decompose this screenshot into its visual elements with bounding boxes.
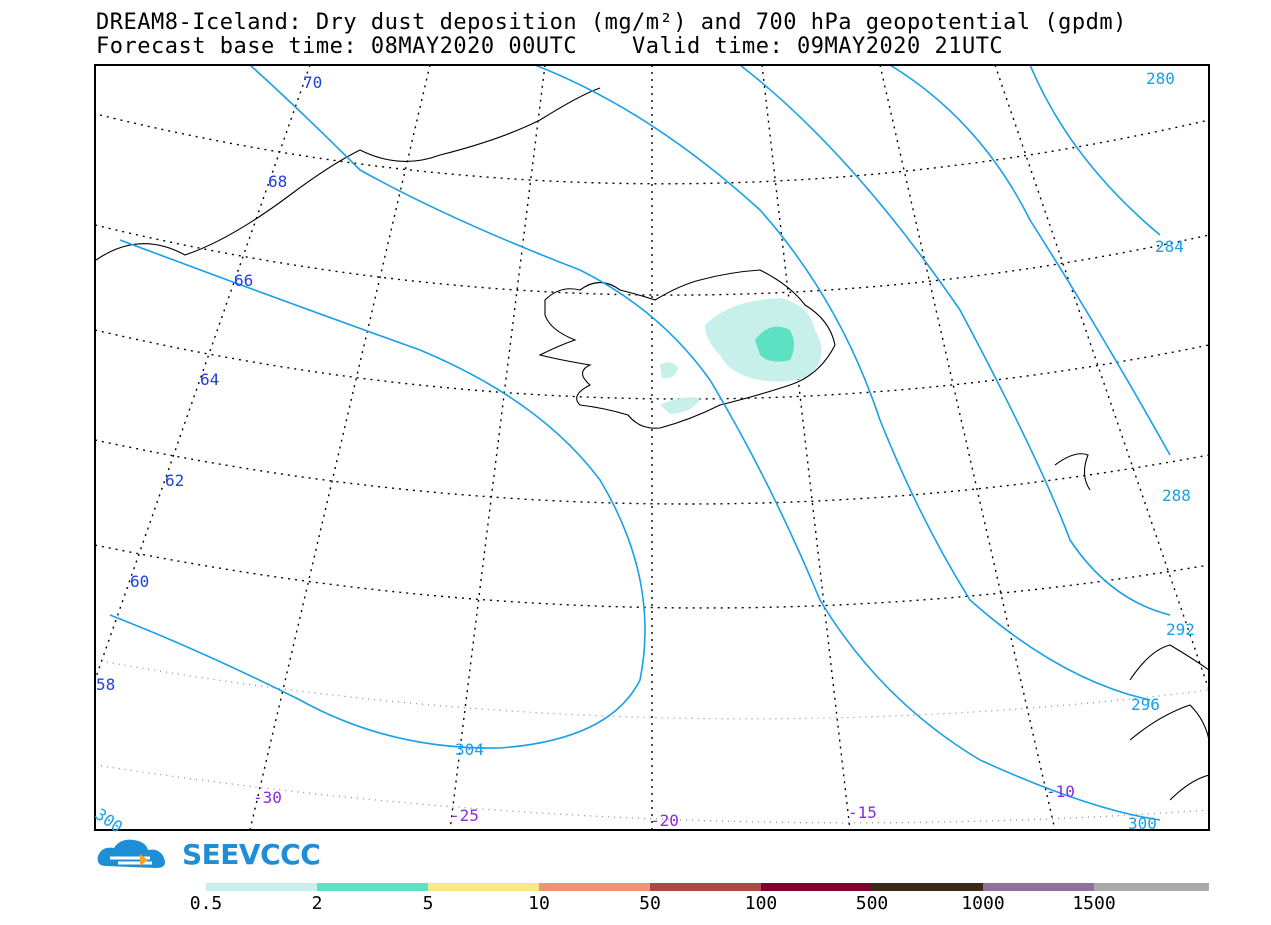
contour-label-300-east: 300 <box>1128 814 1157 833</box>
colorbar-segment-1 <box>206 883 317 891</box>
dust-deposition-field <box>660 298 822 414</box>
lon-label-15w: -15 <box>848 803 877 822</box>
colorbar-segment-8 <box>983 883 1094 891</box>
contour-label-300-west: 300 <box>92 805 127 837</box>
lat-label-64: 64 <box>200 370 219 389</box>
colorbar-label: 1500 <box>1072 893 1116 914</box>
lon-label-10w: -10 <box>1046 782 1075 801</box>
contour-label-288: 288 <box>1162 486 1191 505</box>
colorbar-segment-2 <box>317 883 428 891</box>
cloud-logo-icon <box>97 839 165 868</box>
lat-label-62: 62 <box>165 471 184 490</box>
colorbar-segment-9 <box>1094 883 1209 891</box>
lon-label-25w: -25 <box>450 806 479 825</box>
lat-label-66: 66 <box>234 271 253 290</box>
logo-text: SEEVCCC <box>182 837 321 871</box>
coastlines <box>95 87 1209 801</box>
map-title: DREAM8-Iceland: Dry dust deposition (mg/… <box>96 10 1127 35</box>
lat-label-70: 70 <box>303 73 322 92</box>
lat-label-68: 68 <box>268 172 287 191</box>
contour-label-280: 280 <box>1146 69 1175 88</box>
colorbar-label: 2 <box>311 893 323 914</box>
colorbar-segment-3 <box>428 883 539 891</box>
contour-label-292: 292 <box>1166 620 1195 639</box>
colorbar-label: 100 <box>744 893 778 914</box>
lon-label-30w: -30 <box>253 788 282 807</box>
latitude-grid <box>95 114 1209 609</box>
contour-label-304: 304 <box>455 740 484 759</box>
colorbar-segment-4 <box>539 883 650 891</box>
lon-label-20w: -20 <box>650 811 679 830</box>
colorbar-label: 500 <box>855 893 889 914</box>
colorbar-label: 5 <box>422 893 434 914</box>
longitude-grid <box>95 65 1209 830</box>
seevccc-logo: SEEVCCC <box>96 836 321 872</box>
colorbar-label: 50 <box>639 893 661 914</box>
map-subtitle: Forecast base time: 08MAY2020 00UTC Vali… <box>96 34 1004 59</box>
contour-label-296: 296 <box>1131 695 1160 714</box>
contour-label-284: 284 <box>1155 237 1184 256</box>
colorbar-label: 0.5 <box>189 893 223 914</box>
colorbar-label: 10 <box>528 893 550 914</box>
map-frame <box>94 64 1210 831</box>
colorbar-segment-5 <box>650 883 761 891</box>
lat-label-60: 60 <box>130 572 149 591</box>
colorbar-label: 1000 <box>961 893 1005 914</box>
colorbar-segment-7 <box>872 883 983 891</box>
lat-label-58: 58 <box>96 675 115 694</box>
colorbar-segment-6 <box>761 883 872 891</box>
geopotential-contours <box>109 65 1171 821</box>
